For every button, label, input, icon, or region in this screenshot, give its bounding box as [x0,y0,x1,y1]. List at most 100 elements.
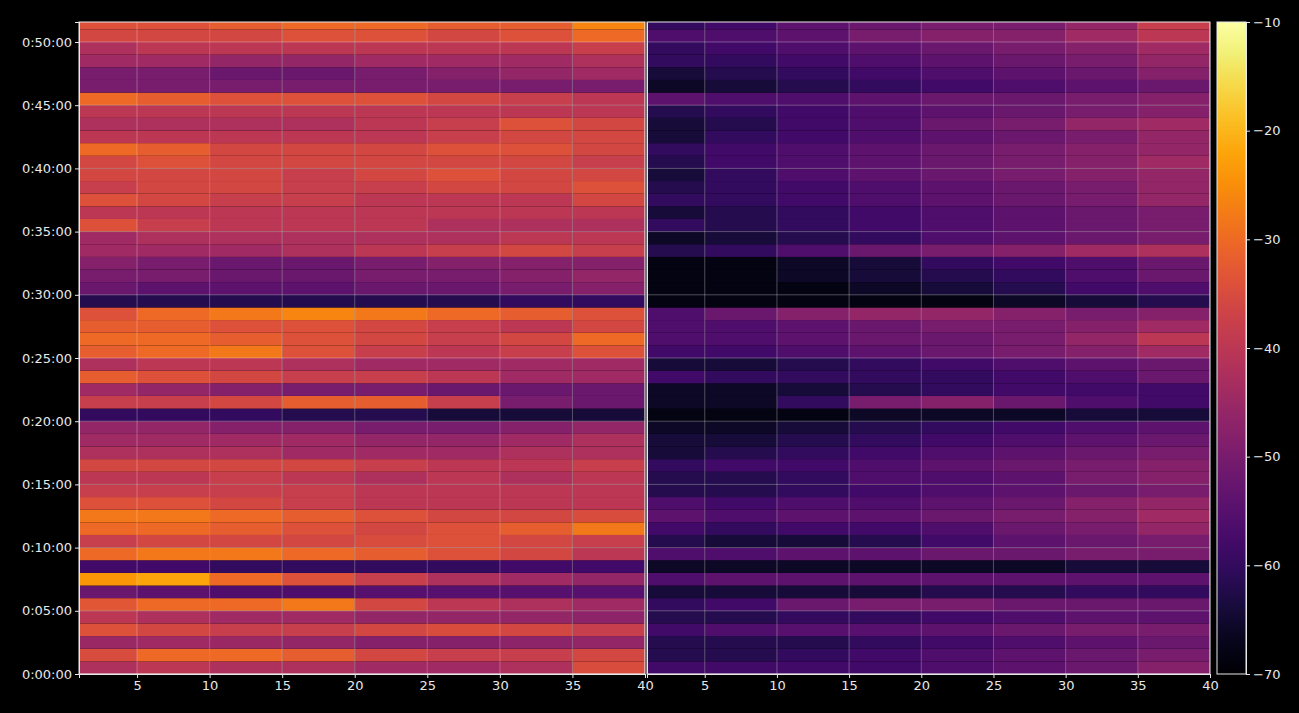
cell [1138,67,1210,80]
cell [79,586,137,599]
cell [993,168,1065,181]
cell [137,573,210,586]
cell [849,409,921,422]
tick: 20 [914,674,931,693]
cell [921,649,993,662]
cell [79,194,137,207]
cell [1138,307,1210,320]
cell [137,232,210,245]
cell [705,522,777,535]
cell [1066,345,1138,358]
cell [647,232,705,245]
cell [993,333,1065,346]
cell [1138,434,1210,447]
cell [572,307,645,320]
cell [355,118,428,131]
cell [1066,29,1138,42]
cell [1066,22,1138,29]
tick: −20 [1246,123,1280,138]
cell [282,636,355,649]
cell [282,143,355,156]
cell [1066,156,1138,169]
cell [705,67,777,80]
grid-line [79,42,645,43]
cell [137,22,210,29]
cell [427,168,500,181]
cell [137,168,210,181]
cell [777,105,849,118]
cell [993,156,1065,169]
cell [355,484,428,497]
cell [849,649,921,662]
cell [427,282,500,295]
cell [705,93,777,106]
tick-mark [75,105,79,106]
cell [1138,345,1210,358]
cell [355,459,428,472]
cell [993,29,1065,42]
cell [79,219,137,232]
cell [921,421,993,434]
tick-label: 15 [274,678,291,693]
cell [79,80,137,93]
cell [500,168,573,181]
cell [572,219,645,232]
cell [427,472,500,485]
cell [705,611,777,624]
cell [500,67,573,80]
tick-label: 40 [637,678,654,693]
cell [1066,649,1138,662]
cell [282,55,355,68]
cell [921,168,993,181]
cell [849,194,921,207]
cell [921,244,993,257]
cell [137,586,210,599]
cell [427,409,500,422]
cell [500,484,573,497]
cell [500,22,573,29]
cell [210,636,283,649]
cell [355,219,428,232]
cell [1066,307,1138,320]
cell [355,244,428,257]
grid-line [427,22,428,674]
cell [647,472,705,485]
cell [500,118,573,131]
cell [1138,118,1210,131]
cell [79,244,137,257]
cell [282,421,355,434]
cell [572,55,645,68]
tick-label: 0:40:00 [22,161,72,176]
cell [427,22,500,29]
cell [210,130,283,143]
cell [849,181,921,194]
cell [282,194,355,207]
tick-label: 5 [133,678,141,693]
tick-label: 15 [841,678,858,693]
cell [993,105,1065,118]
cell [777,459,849,472]
cell [1138,333,1210,346]
cell [500,307,573,320]
cell [777,472,849,485]
cell [1138,472,1210,485]
cell [849,42,921,55]
cell [849,206,921,219]
cell [137,42,210,55]
tick: −50 [1246,449,1280,464]
tick: 25 [986,674,1003,693]
cell [210,472,283,485]
cell [210,156,283,169]
cell [79,320,137,333]
cell [921,307,993,320]
cell [355,446,428,459]
cell [849,446,921,459]
tick-label: −30 [1253,232,1280,247]
cell [137,459,210,472]
cell [427,611,500,624]
cell [705,396,777,409]
cell [777,181,849,194]
cell [705,661,777,674]
tick-label: 0:35:00 [22,224,72,239]
cell [921,459,993,472]
